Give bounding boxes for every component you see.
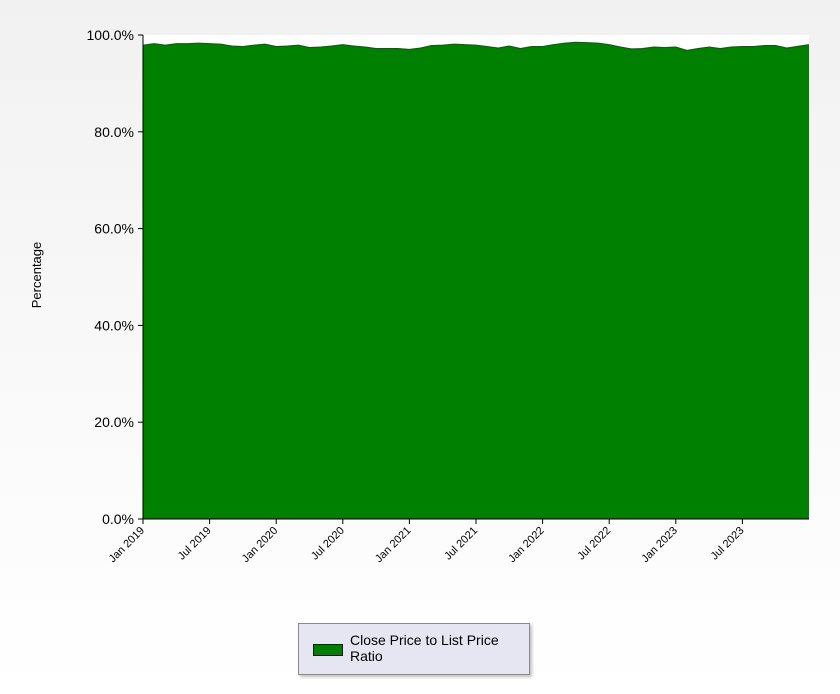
series-area <box>143 42 809 520</box>
series-layer <box>142 41 810 520</box>
y-tick-label: 40.0% <box>94 317 134 333</box>
x-tick-label: Jan 2022 <box>506 525 546 565</box>
x-axis-ticks: Jan 2019 Jul 2019 Jan 2020 Jul 2020 Jan 2021… <box>107 519 747 565</box>
y-axis-title: Percentage <box>29 242 44 309</box>
x-tick-label: Jan 2021 <box>373 525 413 565</box>
x-tick-label: Jul 2023 <box>709 525 747 563</box>
y-axis-ticks: 0.0% 20.0% 40.0% 60.0% 80.0% 100.0% <box>87 27 143 527</box>
x-tick-label: Jul 2019 <box>176 525 214 563</box>
legend-label: Close Price to List Price Ratio <box>350 632 499 664</box>
y-tick-label: 60.0% <box>94 221 134 237</box>
y-tick-label: 80.0% <box>94 124 134 140</box>
x-tick-label: Jul 2022 <box>575 525 613 563</box>
x-tick-label: Jan 2020 <box>240 525 280 565</box>
y-tick-label: 100.0% <box>87 27 134 43</box>
legend: Close Price to List Price Ratio <box>298 623 530 675</box>
legend-swatch <box>313 644 343 656</box>
y-tick-label: 0.0% <box>102 511 134 527</box>
x-tick-label: Jul 2020 <box>309 525 347 563</box>
x-tick-label: Jul 2021 <box>442 525 480 563</box>
y-tick-label: 20.0% <box>94 414 134 430</box>
series-line <box>142 41 810 52</box>
x-tick-label: Jan 2023 <box>639 525 679 565</box>
x-tick-label: Jan 2019 <box>107 525 147 565</box>
